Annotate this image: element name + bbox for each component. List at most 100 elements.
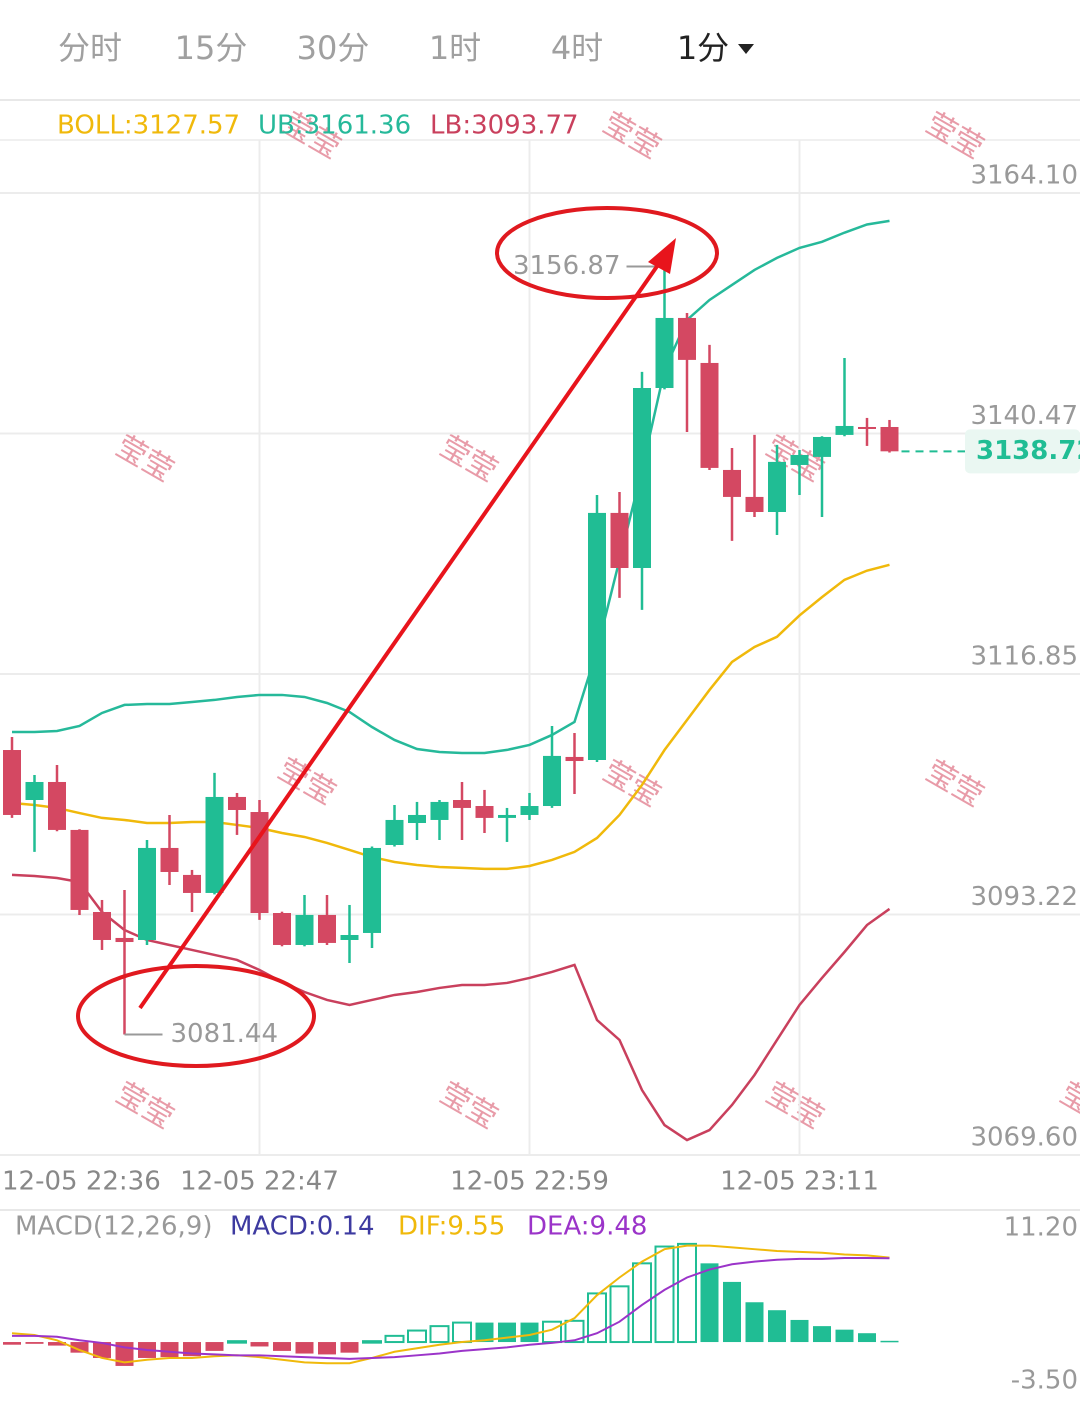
candle-body (678, 317, 696, 360)
macd-bar (407, 1329, 427, 1344)
indicator-line (11, 1244, 890, 1365)
tab[interactable]: 4时 (551, 29, 603, 67)
circle-mark (495, 206, 719, 300)
tab[interactable]: 30分 (297, 29, 370, 67)
candle-body (25, 781, 44, 801)
candle-body (453, 800, 471, 808)
legend-entry: BOLL:3127.57 (57, 111, 240, 141)
macd-bar (745, 1302, 764, 1343)
macd-bar (564, 1319, 585, 1344)
arrow (138, 260, 662, 1010)
macd-bar (790, 1319, 809, 1343)
macd-bar (654, 1245, 675, 1344)
macd-bar (160, 1342, 179, 1358)
candle-body (70, 829, 89, 910)
macd-bar (250, 1342, 269, 1347)
tab[interactable]: 1时 (429, 29, 481, 67)
tab[interactable]: 15分 (175, 29, 248, 67)
candle-body (655, 317, 674, 388)
candle-body (340, 934, 359, 940)
macd-bar (295, 1342, 314, 1354)
candle-body (183, 874, 201, 893)
candle-body (543, 755, 561, 807)
macd-bar (3, 1342, 21, 1345)
macd-bar (70, 1342, 89, 1353)
candle-body (138, 847, 156, 940)
x-tick-label: 12-05 22:59 (450, 1167, 609, 1197)
candle-body (768, 461, 786, 512)
candle-body (858, 426, 876, 429)
x-tick-label: 12-05 23:11 (720, 1167, 879, 1197)
candle-body (588, 512, 606, 760)
y-tick-label: 11.20 (1004, 1213, 1078, 1243)
candle-body (295, 914, 314, 945)
legend-entry: LB:3093.77 (430, 111, 579, 141)
high-label: 3156.87 (513, 251, 621, 281)
candle-body (633, 387, 651, 568)
indicator-line (11, 563, 890, 871)
y-tick-label: 3140.47 (970, 401, 1078, 431)
candle-body (520, 806, 539, 815)
indicator-title: MACD(12,26,9) (15, 1212, 212, 1242)
candle-body (610, 512, 629, 568)
candle-body (498, 814, 516, 818)
macd-bar (93, 1342, 111, 1358)
macd-bar (700, 1263, 719, 1343)
macd-bar (205, 1342, 224, 1351)
indicator-line (12, 219, 890, 755)
candle-body (115, 937, 134, 943)
macd-bar (520, 1322, 539, 1343)
last-price-box (965, 429, 1080, 474)
candle-body (835, 425, 854, 435)
candle-body (723, 469, 741, 497)
tab[interactable]: 分时 (58, 29, 122, 67)
macd-bar (48, 1342, 66, 1346)
legend-entry: DIF:9.55 (398, 1212, 505, 1242)
legend-entry: UB:3161.36 (258, 111, 411, 141)
circle-mark (76, 964, 316, 1068)
candle-body (430, 801, 449, 820)
macd-bar (475, 1322, 494, 1343)
hand-annotation (76, 206, 719, 1068)
candle-body (318, 914, 336, 943)
arrow-head (648, 238, 676, 274)
candle-body (408, 814, 426, 824)
candle-body (745, 496, 764, 512)
candle-body (565, 756, 584, 762)
macd-bar (429, 1325, 450, 1344)
macd-bar (362, 1340, 382, 1344)
candle-body (48, 781, 66, 830)
last-price-label: 3138.72 (976, 436, 1080, 466)
candle-body (228, 796, 246, 810)
macd-bar (813, 1326, 831, 1343)
y-tick-label: -3.50 (1011, 1366, 1078, 1396)
candle-body (700, 362, 719, 468)
macd-bar (227, 1340, 247, 1344)
dropdown-arrow[interactable] (738, 44, 754, 54)
tab[interactable]: 1分 (677, 29, 729, 67)
candle-body (93, 911, 111, 940)
macd-bar (340, 1342, 359, 1353)
candle-body (160, 847, 179, 872)
candle-body (475, 806, 494, 818)
legend-entry: MACD:0.14 (230, 1212, 375, 1242)
candle-body (880, 426, 899, 452)
indicator-line (11, 873, 891, 1142)
macd-bar (452, 1321, 472, 1344)
macd-bar (632, 1262, 652, 1344)
x-tick-label: 12-05 22:47 (180, 1167, 339, 1197)
macd-bar (858, 1333, 876, 1343)
candle-body (813, 436, 831, 457)
macd-bar (768, 1310, 786, 1343)
candle-body (363, 847, 381, 933)
macd-bar (723, 1281, 741, 1343)
macd-bar (609, 1285, 630, 1344)
indicator-line (12, 1257, 890, 1360)
macd-bar (677, 1242, 697, 1344)
macd-bar (25, 1342, 44, 1344)
macd-bar (318, 1342, 336, 1355)
macd-bar (880, 1340, 899, 1343)
candle-body (205, 796, 224, 893)
